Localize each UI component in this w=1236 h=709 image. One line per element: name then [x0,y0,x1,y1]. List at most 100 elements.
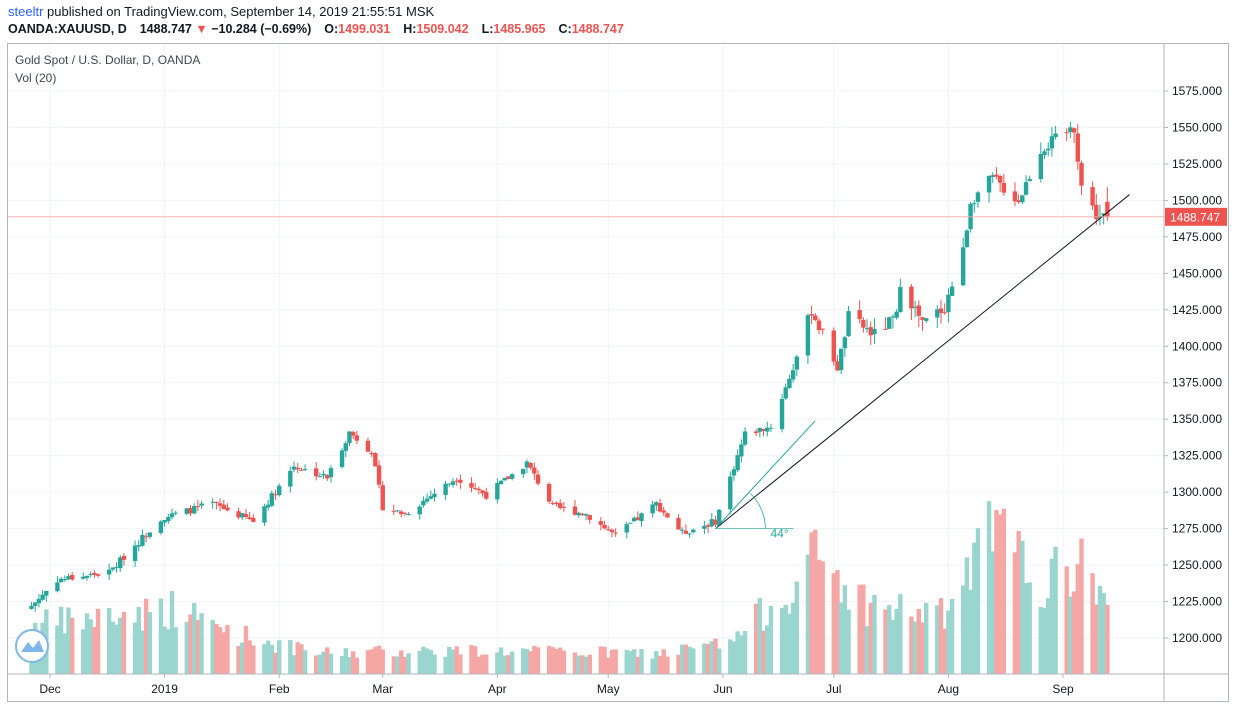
candle-body [1075,133,1080,162]
volume-bar [62,633,67,674]
volume-bar [986,501,992,674]
candle-body [81,576,86,579]
volume-bar [373,646,378,674]
angle-arc [750,493,766,529]
candle-body [635,517,641,521]
candle-body [1001,182,1007,193]
candle-body [805,315,811,356]
volume-bar [753,603,759,674]
volume-bar [949,599,955,674]
volume-bar [191,602,197,674]
candle-body [728,476,733,510]
volume-bar [554,648,559,674]
volume-bar [687,646,692,674]
open-value: 1499.031 [338,22,391,36]
candle-body [535,474,541,484]
candle-body [472,488,478,490]
symbol-line: OANDA:XAUUSD, D 1488.747 ▼ −10.284 (−0.6… [8,22,624,36]
volume-bar [469,645,474,674]
volume-bar [557,647,563,674]
price-tick-label: 1275.000 [1172,522,1222,536]
volume-bar [169,591,175,674]
candle-body [809,314,814,316]
candle-body [680,529,685,531]
price-tick-label: 1500.000 [1172,193,1222,207]
volume-bar [509,651,515,674]
volume-bar [561,650,567,674]
time-tick-label: Jul [826,682,841,696]
volume-bar [406,653,411,674]
volume-bar [195,620,201,674]
volume-bar [968,589,973,674]
candle-body [735,455,740,471]
author-link[interactable]: steeltr [8,4,44,19]
high-value: 1509.042 [416,22,469,36]
candle-body [354,435,360,441]
candle-body [376,465,382,485]
series-legend[interactable]: Gold Spot / U.S. Dollar, D, OANDA [15,53,201,67]
volume-bar [443,656,448,674]
volume-bar [816,559,822,674]
last-price: 1488.747 [139,22,192,36]
candle-body [55,582,60,592]
volume-bar [665,656,670,674]
candle-body [916,305,922,316]
candle-body [210,501,215,503]
candle-body [313,468,319,477]
volume-bar [143,598,149,674]
low-value: 1485.965 [493,22,546,36]
candle-body [1012,191,1018,202]
current-price-tag [1165,207,1227,226]
volume-bar [424,648,430,674]
volume-bar [946,610,951,674]
trend-line [715,194,1130,529]
volume-bar [691,648,696,674]
volume-bar [624,649,629,674]
price-tick-label: 1200.000 [1172,631,1222,645]
volume-bar [920,622,925,674]
publish-line: steeltr published on TradingView.com, Se… [8,4,434,19]
candle-body [813,315,818,321]
volume-bar [779,607,785,674]
volume-bar [1075,564,1080,674]
volume-bar [147,612,153,674]
symbol[interactable]: OANDA:XAUUSD, D [8,22,127,36]
candle-body [572,506,578,515]
candle-body [44,590,49,596]
candle-body [731,469,737,476]
volume-bar [883,609,888,674]
candle-body [787,378,792,388]
volume-bar [432,654,437,674]
volume-bar [1079,538,1084,674]
candle-body [576,512,581,516]
volume-bar [1023,583,1029,674]
volume-bar [846,609,851,674]
volume-bar [402,656,408,674]
candle-body [602,524,607,529]
volume-bar [199,613,204,674]
candle-body [528,462,533,468]
volume-bar [506,655,511,674]
volume-bar [291,655,297,674]
volume-bar [864,626,870,674]
volume-legend[interactable]: Vol (20) [15,71,57,85]
volume-bar [95,608,101,674]
candle-body [29,605,34,609]
candle-body [84,575,90,578]
candle-body [417,506,422,515]
time-tick-label: Sep [1052,682,1074,696]
volume-bar [742,630,748,674]
candle-body [857,310,862,320]
candle-body [158,521,164,533]
open-label: O: [324,22,339,36]
time-tick-label: Jun [713,682,732,696]
volume-bar [1020,540,1025,674]
candle-body [428,496,433,499]
volume-bar [498,647,504,674]
candle-body [214,501,219,503]
candle-body [997,175,1003,183]
candle-body [554,502,559,504]
candle-body [454,480,459,482]
volume-bar [598,646,604,674]
